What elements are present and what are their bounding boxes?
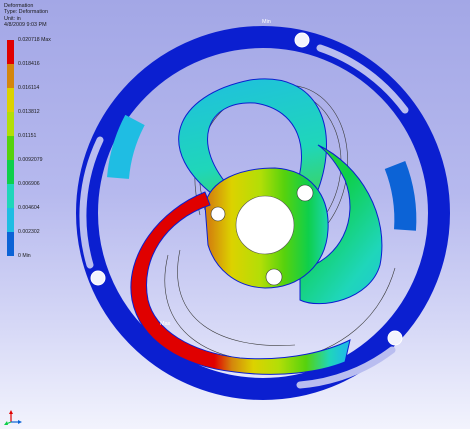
mount-holes [90, 32, 403, 346]
legend-swatch [7, 64, 14, 88]
legend-label: 0.006906 [18, 181, 40, 187]
spiral-arm-right [299, 144, 383, 305]
legend-label: 0.0092079 [18, 157, 43, 163]
result-unit: Unit: in [4, 15, 21, 22]
legend-swatch [7, 40, 14, 64]
legend-label: 0.002302 [18, 229, 40, 235]
legend-label: 0.018416 [18, 61, 40, 67]
max-marker: Max [160, 321, 171, 327]
outer-ring [76, 26, 450, 400]
legend-swatch [7, 88, 14, 112]
legend-band: 0.0092079 [7, 157, 67, 184]
legend-band: 0.013812 [7, 109, 67, 136]
result-info: Deformation Type: Deformation Unit: in 4… [4, 3, 48, 28]
legend-label: 0.016114 [18, 85, 40, 91]
legend-band: 0.006906 [7, 181, 67, 208]
result-type: Type: Deformation [4, 9, 49, 16]
legend-label: 0.013812 [18, 109, 40, 115]
legend-band: 0.018416 [7, 61, 67, 88]
legend-band: 0.004604 [7, 205, 67, 232]
min-marker: Min [262, 19, 271, 25]
legend-label: 0.01151 [18, 133, 37, 139]
axis-triad-icon[interactable] [3, 408, 23, 428]
legend-swatch [7, 160, 14, 184]
ring-shade-left [107, 114, 145, 180]
hub-bore [235, 195, 295, 255]
legend-label: 0.004604 [18, 205, 40, 211]
legend-swatch [7, 136, 14, 160]
legend-band: 0.016114 [7, 85, 67, 112]
spiral-arm-bottom [130, 191, 351, 375]
result-title: Deformation [4, 3, 34, 9]
legend-swatch [7, 232, 14, 256]
legend-band: 0.020718 Max [7, 37, 67, 64]
result-date: 4/8/2009 9:03 PM [4, 21, 47, 28]
ring-slots [79, 44, 409, 389]
legend-label: 0.020718 Max [18, 37, 51, 43]
ring-shade-right [384, 160, 417, 231]
legend-band: 0.01151 [7, 133, 67, 160]
legend-swatch [7, 184, 14, 208]
legend-swatch [7, 208, 14, 232]
legend-label: 0 Min [18, 253, 31, 259]
legend-band: 0.002302 0 Min [7, 229, 67, 259]
legend-swatch [7, 112, 14, 136]
hub-holes [210, 184, 314, 286]
